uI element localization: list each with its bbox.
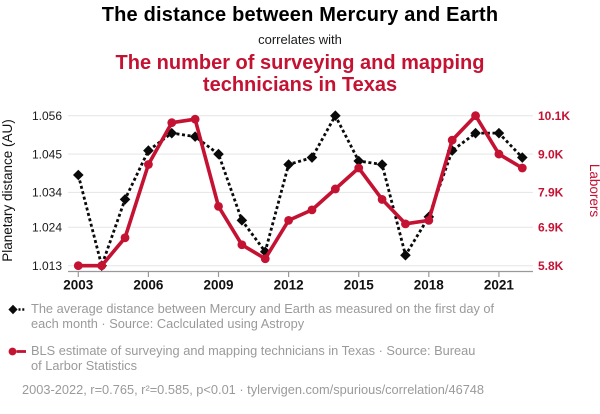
x-axis-tick-labels: 2003 2006 2009 2012 2015 2018 2021 — [63, 278, 514, 293]
chart-title-secondary-line1: The number of surveying and mapping — [115, 52, 485, 74]
svg-text:2003: 2003 — [63, 278, 94, 293]
left-axis-tick-labels: 1.056 1.045 1.034 1.024 1.013 — [32, 109, 62, 273]
legend-text-mercury-line2: each month · Source: Caclculated using A… — [31, 316, 305, 331]
series-surveying-mapping-technicians-texas — [73, 111, 527, 271]
footer-stats: 2003-2022, r=0.765, r²=0.585, p<0.01 · t… — [22, 382, 485, 397]
svg-text:1.034: 1.034 — [32, 186, 62, 200]
svg-text:2006: 2006 — [133, 278, 164, 293]
legend-entry-texas: BLS estimate of surveying and mapping te… — [8, 343, 596, 373]
legend-text-mercury: The average distance between Mercury and… — [31, 301, 494, 331]
legend-text-mercury-line1: The average distance between Mercury and… — [31, 301, 495, 316]
svg-text:5.8K: 5.8K — [538, 259, 564, 273]
left-axis-title: Planetary distance (AU) — [0, 119, 15, 262]
svg-text:1.045: 1.045 — [32, 147, 62, 161]
right-axis-tick-labels: 10.1K 9.0K 7.9K 6.9K 5.8K — [538, 109, 570, 273]
legend-text-texas-line2: of Larbor Statistics — [31, 358, 137, 373]
chart-title-secondary: The number of surveying and mapping tech… — [0, 52, 600, 96]
chart-title-primary: The distance between Mercury and Earth — [101, 4, 499, 26]
x-axis — [68, 270, 533, 277]
chart-title-secondary-line2: technicians in Texas — [202, 74, 398, 96]
svg-text:2021: 2021 — [484, 278, 515, 293]
legend-text-texas: BLS estimate of surveying and mapping te… — [31, 343, 475, 373]
svg-text:7.9K: 7.9K — [538, 186, 564, 200]
svg-text:2009: 2009 — [203, 278, 233, 293]
svg-text:1.024: 1.024 — [32, 221, 62, 235]
gridlines — [68, 115, 533, 267]
svg-text:2015: 2015 — [344, 278, 375, 293]
svg-text:1.013: 1.013 — [32, 259, 62, 273]
svg-text:2012: 2012 — [274, 278, 304, 293]
chart-title-connector: correlates with — [258, 32, 342, 47]
right-axis-title: Laborers — [587, 164, 600, 218]
red-circle-series-icon — [8, 347, 26, 356]
black-diamond-series-icon — [8, 304, 26, 315]
svg-text:1.056: 1.056 — [32, 109, 62, 123]
chart-canvas: 2003 2006 2009 2012 2015 2018 20211.0561.0451.… — [0, 109, 600, 293]
legend-text-texas-line1: BLS estimate of surveying and mapping te… — [31, 343, 476, 358]
svg-text:6.9K: 6.9K — [538, 221, 564, 235]
legend-entry-mercury: The average distance between Mercury and… — [8, 301, 596, 331]
svg-text:9.0K: 9.0K — [538, 147, 564, 161]
svg-text:2018: 2018 — [414, 278, 445, 293]
svg-text:10.1K: 10.1K — [538, 109, 570, 123]
chart-legend: The average distance between Mercury and… — [8, 301, 596, 385]
